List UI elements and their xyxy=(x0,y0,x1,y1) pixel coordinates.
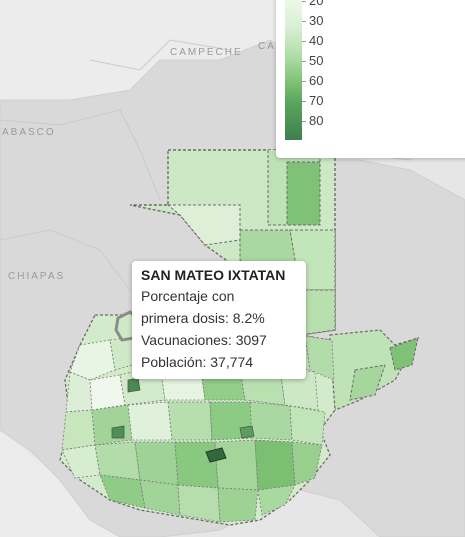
legend-label-70: 70 xyxy=(309,93,324,108)
tooltip-first-dose-value: primera dosis: 8.2% xyxy=(141,310,265,326)
region-label-chiapas: CHIAPAS xyxy=(8,271,65,282)
guatemala-city-municipality[interactable] xyxy=(205,447,227,463)
legend-tick-mark xyxy=(302,121,306,122)
legend-tick-mark xyxy=(302,81,306,82)
legend: 20 30 40 50 60 70 80 xyxy=(276,0,465,158)
gulf-water xyxy=(0,0,300,100)
state-border xyxy=(0,229,131,291)
tooltip-first-dose-label: Porcentaje con xyxy=(141,288,235,304)
legend-label-80: 80 xyxy=(309,113,324,128)
southern-guatemala[interactable] xyxy=(59,314,336,526)
municipality-tooltip: SAN MATEO IXTATAN Porcentaje con primera… xyxy=(132,261,306,379)
state-border xyxy=(0,109,161,201)
legend-tick-mark xyxy=(302,61,306,62)
legend-label-50: 50 xyxy=(309,53,324,68)
legend-label-20: 20 xyxy=(309,0,324,8)
tooltip-vaccinations: Vacunaciones: 3097 xyxy=(141,332,267,348)
tooltip-title: SAN MATEO IXTATAN xyxy=(141,267,286,283)
tooltip-population: Población: 37,774 xyxy=(141,354,254,370)
legend-tick-mark xyxy=(302,41,306,42)
region-label-partial: CA xyxy=(258,41,276,52)
pacific-water xyxy=(0,430,120,537)
legend-color-scale xyxy=(285,0,302,140)
state-border xyxy=(89,39,231,71)
legend-label-60: 60 xyxy=(309,73,324,88)
legend-label-30: 30 xyxy=(309,13,324,28)
legend-tick-mark xyxy=(302,1,306,2)
legend-tick-mark xyxy=(302,101,306,102)
legend-tick-mark xyxy=(302,21,306,22)
legend-label-40: 40 xyxy=(309,33,324,48)
region-label-campeche: CAMPECHE xyxy=(170,47,243,58)
region-label-tabasco: ABASCO xyxy=(2,127,56,138)
